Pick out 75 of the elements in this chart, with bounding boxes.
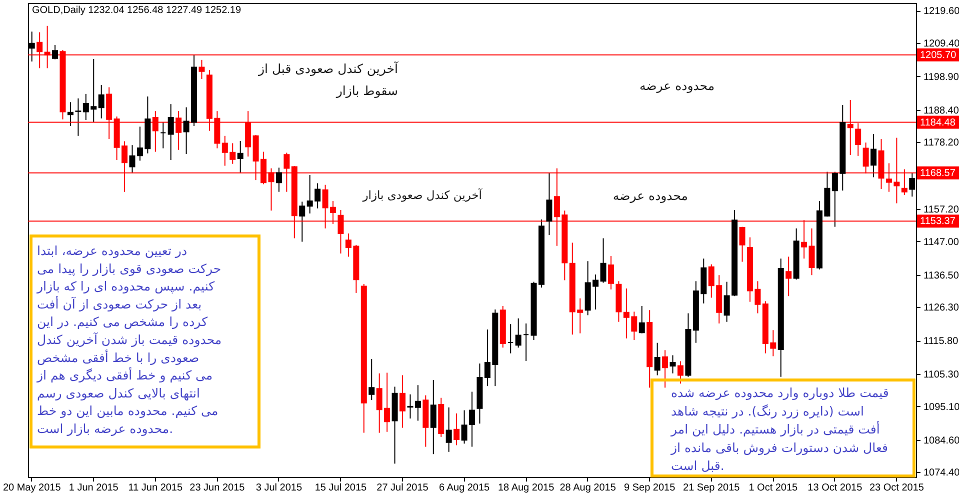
y-tick-label: 1115.80 xyxy=(924,336,959,348)
x-tick-label: 21 Sep 2015 xyxy=(683,482,740,494)
candlestick xyxy=(546,172,552,236)
candlestick xyxy=(67,102,74,127)
y-tick-label: 1105.30 xyxy=(924,370,959,380)
candlestick xyxy=(515,318,522,348)
candlestick xyxy=(400,374,406,428)
candlestick xyxy=(454,412,460,446)
x-tick-label: 6 Aug 2015 xyxy=(438,482,490,494)
x-tick-label: 28 Aug 2015 xyxy=(560,482,616,494)
candlestick xyxy=(677,360,684,384)
x-tick-label: 15 Jul 2015 xyxy=(314,482,368,494)
x-tick-label: 11 Jun 2015 xyxy=(128,482,183,494)
x-tick-label: 1 Oct 2015 xyxy=(748,482,798,494)
ref-line-label: 1153.37 xyxy=(920,216,956,228)
candlestick xyxy=(608,256,614,290)
candlestick xyxy=(98,84,104,119)
candlestick xyxy=(276,167,282,192)
candlestick xyxy=(808,228,815,276)
y-tick-label: 1157.20 xyxy=(924,204,959,216)
candlestick xyxy=(909,172,916,198)
x-tick-label: 13 Oct 2015 xyxy=(808,482,863,494)
candlestick xyxy=(430,380,436,455)
candlestick xyxy=(237,140,244,173)
candlestick xyxy=(508,324,514,354)
chart-title: GOLD,Daily 1232.04 1256.48 1227.49 1252.19 xyxy=(32,5,242,16)
ref-line-label: 1205.70 xyxy=(920,50,957,61)
annotation: محدوده عرضه xyxy=(639,78,715,94)
x-tick-label: 23 Oct 2015 xyxy=(869,482,924,494)
annotation: قیمت طلا دوباره وارد محدوده عرضه شده است (دایره زرد رنگ). در نتیجه شاهد أفت قیمتی در بازار هستیم. دلیل این امر فعال شدن دستورات فروش باقی مانده از قبل است. xyxy=(670,385,889,474)
candlestick xyxy=(600,238,606,284)
text: در تعیین محدوده عرضه، ابتدا حرکت صعودی قوی بازار را پیدا می کنیم. سپس محدوده ای را که بازار بعد از حرکت صعودی از آن أفت کرده را مشخص می کنیم. در این محدوده قیمت باز شدن آخرین کندل صعودی را با خط أفقی مشخص می کنیم و خط أفقی دیگری هم از انتهای بالایی کندل صعودی رسم می کنیم. محدوده مابین این دو خط محدوده عرضه بازار است. xyxy=(37,243,222,436)
candlestick xyxy=(870,133,877,178)
candlestick xyxy=(670,354,676,374)
candlestick xyxy=(75,98,82,136)
y-tick-label: 1147.00 xyxy=(924,236,959,248)
annotation: محدوده عرضه xyxy=(612,188,688,204)
x-tick-label: 23 Jun 2015 xyxy=(190,482,246,494)
candlestick xyxy=(160,122,166,149)
y-tick-label: 1074.40 xyxy=(924,468,959,479)
candlestick xyxy=(198,59,205,80)
x-tick-label: 3 Jul 2015 xyxy=(256,482,302,494)
y-tick-label: 1219.60 xyxy=(924,6,959,18)
candlestick xyxy=(638,305,645,334)
candlestick xyxy=(52,44,58,60)
candlestick xyxy=(407,394,414,420)
y-tick-label: 1188.40 xyxy=(924,105,959,116)
y-tick-label: 1209.40 xyxy=(924,38,959,50)
x-tick-label: 1 Jun 2015 xyxy=(68,482,119,494)
candlestick xyxy=(129,144,136,173)
x-tick-label: 27 Jul 2015 xyxy=(376,482,429,494)
x-tick-label: 20 May 2015 xyxy=(2,482,62,494)
candlestick xyxy=(662,350,668,388)
candlestick xyxy=(739,226,746,262)
candlestick xyxy=(523,322,530,362)
ref-line-label: 1184.48 xyxy=(920,117,956,128)
candlestick xyxy=(786,256,792,297)
candlestick xyxy=(299,201,306,242)
y-tick-label: 1095.10 xyxy=(924,402,959,413)
x-tick-label: 18 Aug 2015 xyxy=(498,482,555,494)
candlestick xyxy=(168,104,174,161)
annotation: آخرین کندل صعودی قبل از سقوط بازار xyxy=(257,61,399,99)
candlestick xyxy=(446,406,452,452)
candlestick xyxy=(368,358,375,401)
candlestick xyxy=(414,384,421,422)
y-tick-label: 1084.60 xyxy=(924,435,959,446)
annotation: آخرین کندل صعودی بازار xyxy=(362,188,483,202)
y-tick-label: 1136.50 xyxy=(924,270,959,282)
candlestick xyxy=(654,342,660,376)
ref-line-label: 1168.57 xyxy=(920,168,956,179)
x-tick-label: 9 Sep 2015 xyxy=(624,482,676,494)
y-tick-label: 1126.30 xyxy=(924,302,959,314)
y-tick-label: 1178.20 xyxy=(924,138,959,149)
y-tick-label: 1198.90 xyxy=(924,72,959,83)
candlestick xyxy=(724,281,730,322)
